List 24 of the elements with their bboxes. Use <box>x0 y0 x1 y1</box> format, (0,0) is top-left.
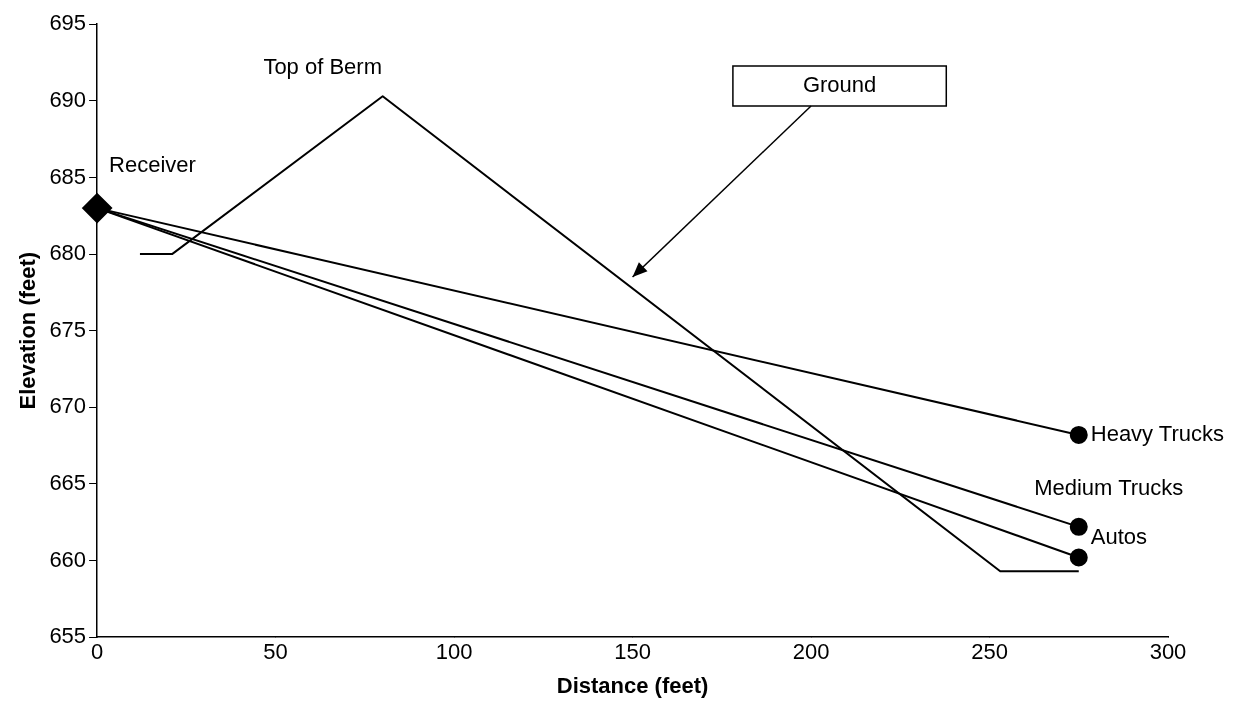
x-tick-label: 250 <box>971 639 1008 665</box>
x-tick-label: 150 <box>614 639 651 665</box>
y-tick-label: 695 <box>49 10 87 36</box>
x-tick-label: 200 <box>792 639 830 665</box>
y-tick-label: 670 <box>49 393 87 419</box>
x-tick-label: 100 <box>435 639 473 665</box>
y-tick-label: 665 <box>49 470 87 496</box>
annotation: Top of Berm <box>263 54 382 80</box>
series-label: Heavy Trucks <box>1090 420 1225 446</box>
y-tick-label: 690 <box>49 86 87 112</box>
x-axis-title: Distance (feet) <box>556 672 709 698</box>
y-axis-title: Elevation (feet) <box>15 251 41 410</box>
series-label: Receiver <box>109 152 196 178</box>
series-label: Medium Trucks <box>1034 474 1184 500</box>
y-tick-label: 685 <box>49 163 87 189</box>
x-tick-label: 0 <box>90 639 104 665</box>
annotation: Ground <box>802 72 877 98</box>
y-tick-label: 660 <box>49 546 87 572</box>
x-tick-label: 50 <box>263 639 288 665</box>
y-tick-label: 675 <box>49 316 87 342</box>
series-label: Autos <box>1090 523 1148 549</box>
y-tick-label: 655 <box>49 623 87 649</box>
x-tick-label: 300 <box>1149 639 1187 665</box>
y-tick-label: 680 <box>49 240 87 266</box>
